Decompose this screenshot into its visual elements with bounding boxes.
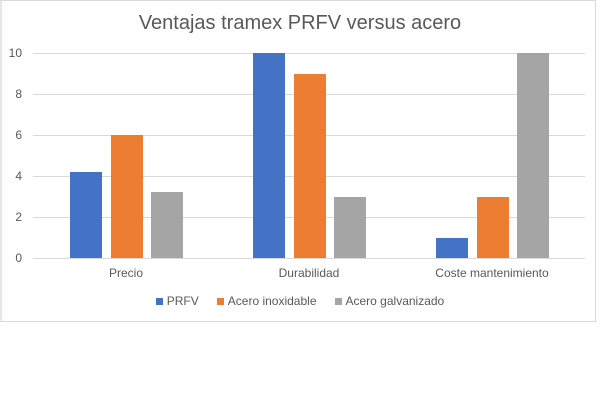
x-category-label: Durabilidad [278,266,340,280]
legend-item: PRFV [155,294,199,308]
legend-label: Acero inoxidable [227,294,317,308]
x-category-label: Coste mantenimiento [435,266,549,280]
y-tick-label: 0 [15,251,22,265]
bar [334,196,366,258]
bar [151,192,183,258]
y-tick-label: 4 [15,169,22,183]
gridline [33,258,585,259]
y-tick-label: 10 [8,46,22,60]
bar [293,73,326,258]
bar [253,53,285,258]
legend-item: Acero inoxidable [216,294,317,308]
bar [517,53,549,258]
bar [70,171,102,258]
bar [436,237,468,258]
legend-item: Acero galvanizado [334,294,445,308]
chart-title: Ventajas tramex PRFV versus acero [138,12,462,34]
legend-label: PRFV [166,294,199,308]
y-tick-label: 6 [15,128,22,142]
legend: PRFV Acero inoxidable Acero galvanizado [0,294,600,308]
legend-label: Acero galvanizado [345,294,445,308]
y-tick-label: 8 [15,87,22,101]
x-category-label: Precio [108,266,143,280]
bar [110,135,143,258]
legend-swatch-icon [155,297,163,305]
y-tick-label: 2 [15,210,22,224]
bar [476,196,509,258]
gridline [33,53,585,54]
legend-swatch-icon [216,297,224,305]
legend-swatch-icon [334,297,342,305]
